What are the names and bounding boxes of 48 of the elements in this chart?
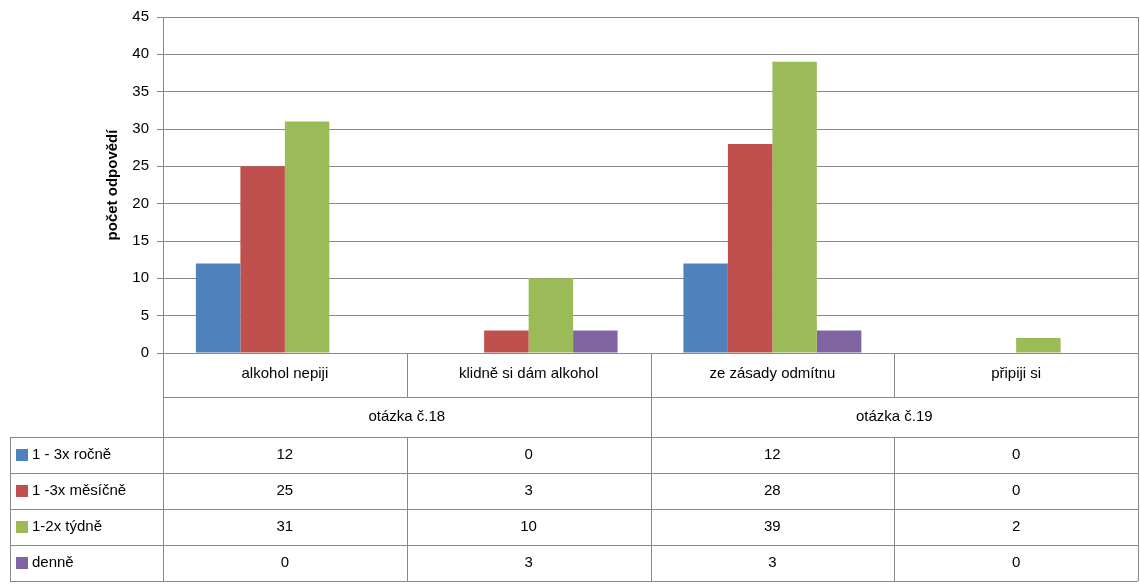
- bar: [727, 143, 773, 353]
- data-label: 0: [1011, 445, 1021, 463]
- bar: [1016, 338, 1061, 353]
- data-label: 3: [524, 481, 533, 499]
- bar: [528, 278, 574, 353]
- x-tick-label: ze zásady odmítnu: [709, 364, 836, 382]
- text: otázka č.18: [368, 407, 446, 425]
- data-label: 0: [1011, 553, 1021, 571]
- data-label: 31: [276, 517, 294, 535]
- data-label: 28: [764, 481, 781, 499]
- bar: [195, 263, 241, 353]
- legend-label: 1-2x týdně: [32, 517, 103, 535]
- y-tick-label: 30: [132, 119, 149, 137]
- data-label: 3: [768, 553, 777, 571]
- x-tick-label: alkohol nepiji: [241, 364, 329, 382]
- y-tick-label: 0: [140, 343, 149, 361]
- bar: [573, 330, 618, 353]
- bar: [772, 61, 817, 353]
- y-tick-label: 15: [132, 231, 149, 249]
- legend-label: denně: [32, 553, 74, 571]
- data-label: 25: [276, 481, 294, 499]
- text: otázka č.19: [855, 407, 933, 425]
- data-label: 12: [764, 445, 781, 463]
- x-tick-label: klidně si dám alkohol: [459, 364, 599, 382]
- y-axis-title: počet odpovědí: [103, 128, 121, 241]
- legend-label: 1 -3x měsíčně: [32, 481, 127, 499]
- bar: [683, 263, 728, 353]
- y-tick-label: 45: [132, 7, 149, 25]
- y-tick-label: 5: [140, 305, 149, 323]
- data-label: 3: [524, 553, 533, 571]
- y-tick-label: 10: [132, 268, 149, 286]
- data-label: 10: [520, 517, 537, 535]
- y-tick-label: 20: [132, 193, 149, 211]
- data-label: 2: [1011, 517, 1021, 535]
- bar: [240, 166, 285, 353]
- y-tick-label: 35: [132, 81, 149, 99]
- data-label: 0: [1011, 481, 1021, 499]
- y-tick-label: 40: [132, 44, 149, 62]
- bar: [816, 330, 862, 353]
- bar: [284, 121, 330, 353]
- data-label: 39: [764, 517, 781, 535]
- x-tick-label: připiji si: [991, 364, 1042, 382]
- data-label: 0: [280, 553, 290, 571]
- data-label: 12: [276, 445, 294, 463]
- legend-label: 1 - 3x ročně: [32, 445, 112, 463]
- y-tick-label: 25: [132, 156, 149, 174]
- data-label: 0: [524, 445, 533, 463]
- bar: [484, 330, 529, 353]
